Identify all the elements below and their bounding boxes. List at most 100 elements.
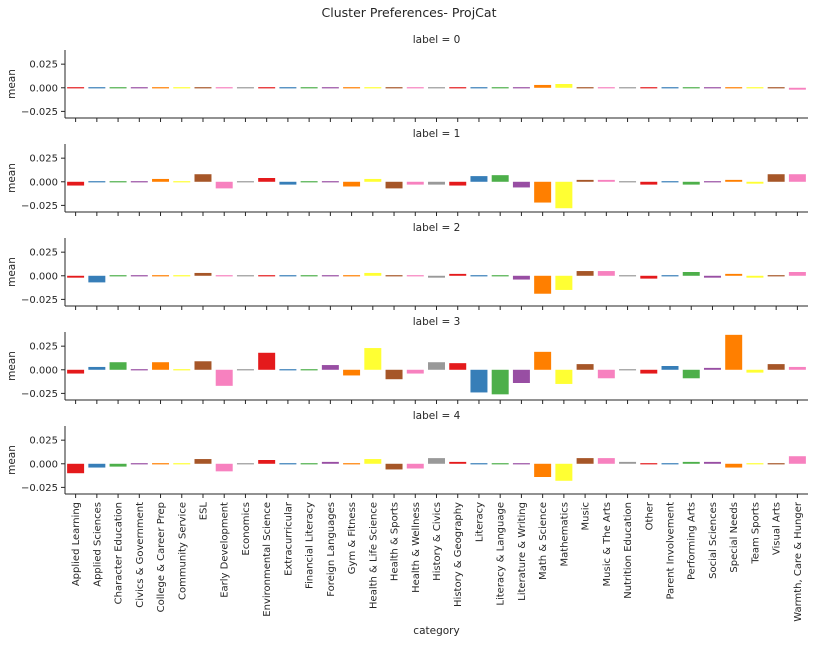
y-axis-label: mean [6,163,18,193]
bar [364,87,382,89]
bar [109,463,127,467]
bar [767,364,785,370]
bar [682,181,700,185]
bar [215,87,233,89]
bar [534,84,552,88]
bar [109,87,127,89]
bar [109,275,127,277]
bar [130,87,148,89]
x-tick-label: Music & The Arts [602,502,613,586]
y-axis-label: mean [6,257,18,287]
bar [152,362,170,370]
panel-title: label = 3 [413,316,461,328]
bar [640,275,658,279]
bar [215,181,233,189]
bar [640,181,658,185]
bar [767,463,785,465]
y-tick-label: 0.000 [29,365,58,376]
x-tick-label: History & Civics [432,502,443,581]
bar [512,463,530,465]
bar [279,181,297,185]
bar [67,463,85,474]
x-axis-label: category [413,625,459,637]
bar [194,272,212,276]
bar [682,87,700,89]
bar [619,181,637,183]
bar [385,369,403,380]
bar [364,348,382,370]
bar [788,366,806,370]
bar [725,334,743,370]
bar [640,369,658,374]
bar [491,175,509,182]
bar [534,181,552,203]
bar [703,275,721,278]
y-tick-label: −0.025 [21,107,58,118]
bar [173,181,191,183]
bar [88,181,106,183]
bar [406,369,424,374]
x-tick-label: Special Needs [729,502,740,573]
bar [258,178,276,182]
bar [661,366,679,370]
bar [788,456,806,464]
bar [449,181,467,186]
bar [152,463,170,465]
bar [449,363,467,370]
bar [788,87,806,90]
x-tick-label: ESL [198,502,209,521]
y-tick-label: 0.000 [29,83,58,94]
bar [173,369,191,371]
bar [470,463,488,465]
bar [512,87,530,89]
bar [321,181,339,183]
bar [194,459,212,464]
panel-title: label = 0 [413,34,461,46]
bar [428,458,445,464]
y-tick-label: 0.000 [29,459,58,470]
x-tick-label: Extracurricular [283,501,294,576]
bar [576,271,594,276]
bar [406,181,424,185]
bar [428,275,445,278]
bar [385,463,403,470]
bar [321,365,339,370]
bar [130,275,148,277]
x-tick-label: Mathematics [559,502,570,566]
bar [725,273,743,276]
bar [300,181,318,183]
bar [682,369,700,379]
bar [88,463,106,468]
bar [767,87,785,89]
bar [555,463,573,481]
bar [173,87,191,89]
x-tick-label: Foreign Languages [326,502,337,597]
bar [555,369,573,384]
bar [597,87,615,89]
bar [88,275,106,283]
bar [640,87,658,89]
bar [130,181,148,183]
x-tick-label: Financial Literacy [305,502,316,589]
bar [215,275,233,277]
bar [428,181,445,185]
y-tick-label: 0.025 [29,154,58,165]
y-tick-label: −0.025 [21,201,58,212]
y-axis-label: mean [6,69,18,99]
bar [512,369,530,383]
bar [67,275,85,278]
bar [236,369,254,371]
bar [619,275,637,277]
bar [194,87,212,89]
bar [152,275,170,277]
bar [428,362,445,370]
bar [703,181,721,183]
bar [279,87,297,89]
bar [67,369,85,374]
bar [215,369,233,386]
bar [236,275,254,277]
bar [279,275,297,277]
bar [385,181,403,189]
y-axis-label: mean [6,351,18,381]
x-tick-label: Early Development [220,502,231,598]
